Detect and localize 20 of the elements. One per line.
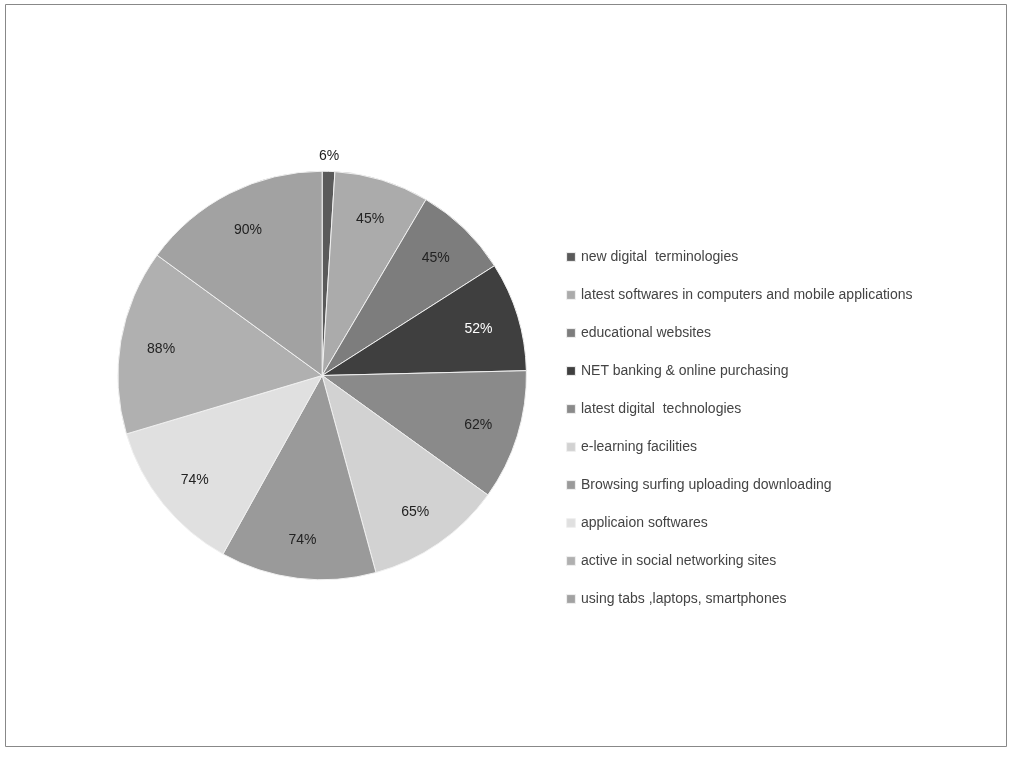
data-label: 6% [318,147,340,164]
legend-label: active in social networking sites [581,552,777,568]
data-label: 45% [356,209,385,226]
data-label: 74% [288,531,317,548]
legend-label: NET banking & online purchasing [581,362,789,378]
data-label: 52% [464,319,493,336]
legend-label: new digital terminologies [581,248,739,264]
legend-label: Browsing surfing uploading downloading [581,476,832,492]
data-label: 45% [421,248,450,265]
legend-label: applicaion softwares [581,514,708,530]
data-label: 62% [464,416,493,433]
legend-label: latest digital technologies [581,400,742,416]
data-label: 88% [147,339,176,356]
data-label: 90% [234,220,263,237]
data-label: 74% [180,470,209,487]
legend-label: using tabs ,laptops, smartphones [581,590,787,606]
legend-label: educational websites [581,324,711,340]
legend-label: latest softwares in computers and mobile applications [581,286,913,302]
legend-label: e-learning facilities [581,438,697,454]
data-label: 65% [401,502,430,519]
